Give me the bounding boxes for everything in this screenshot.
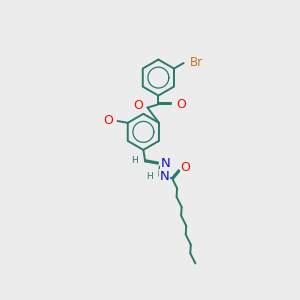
Text: Br: Br <box>190 56 203 69</box>
Text: O: O <box>181 161 190 174</box>
Text: O: O <box>176 98 186 111</box>
Text: H: H <box>131 156 138 165</box>
Text: O: O <box>134 100 144 112</box>
Text: N: N <box>161 158 171 170</box>
Text: N: N <box>160 170 169 183</box>
Text: H: H <box>146 172 153 181</box>
Text: O: O <box>103 114 113 127</box>
